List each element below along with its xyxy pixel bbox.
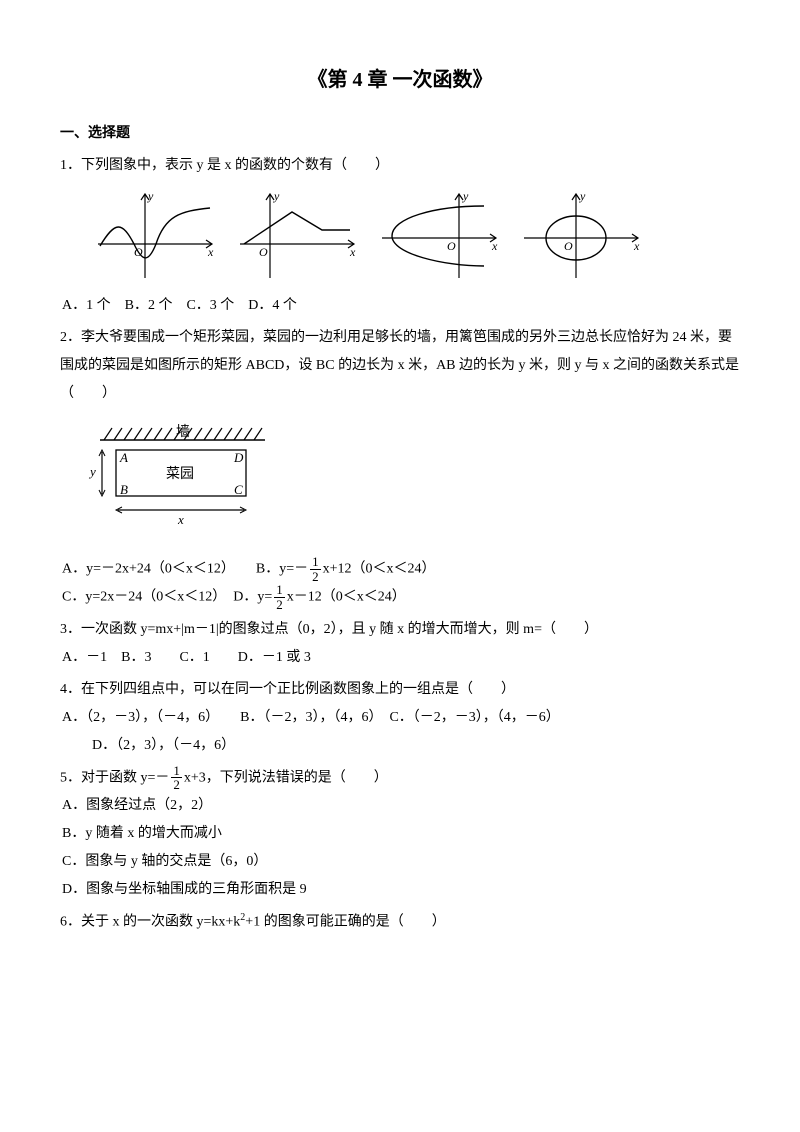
q4-options-line1: A．（2，－3），（－4，6） B．（－2，3），（4，6） C．（－2，－3）… [62,704,740,732]
svg-text:墙: 墙 [176,424,190,440]
fraction-half: 12 [171,764,182,792]
svg-text:D: D [233,450,244,465]
fraction-half: 12 [310,555,321,583]
origin-label: O [134,245,143,259]
question-5: 5．对于函数 y=－12x+3，下列说法错误的是（ ） [60,764,740,792]
svg-text:y: y [88,464,96,479]
question-2: 2．李大爷要围成一个矩形菜园，菜园的一边利用足够长的墙，用篱笆围成的另外三边总长… [60,324,740,408]
svg-text:x: x [491,239,498,253]
svg-text:x: x [633,239,640,253]
svg-text:B: B [120,482,128,497]
svg-text:O: O [259,245,268,259]
svg-text:y: y [462,189,469,203]
graph-4: y x O [516,186,646,286]
fraction-half: 12 [274,583,285,611]
question-4: 4．在下列四组点中，可以在同一个正比例函数图象上的一组点是（ ） [60,676,740,704]
q2-options-ab: A．y=－2x+24（0＜x＜12） B．y=－12x+12（0＜x＜24） [62,555,740,583]
svg-text:A: A [119,450,128,465]
page-title: 《第 4 章 一次函数》 [60,60,740,100]
graph-2: y x O [232,186,362,286]
svg-text:C: C [234,482,243,497]
q5-option-d: D．图象与坐标轴围成的三角形面积是 9 [62,876,740,904]
q3-options: A．－1 B．3 C．1 D．－1 或 3 [62,644,740,672]
svg-text:x: x [177,512,184,527]
q2-figure: 墙 A D B C 菜园 y x [80,416,740,547]
graph-1: y x O [90,186,220,286]
axis-y-label: y [147,189,154,203]
graph-3: y x O [374,186,504,286]
svg-text:x: x [349,245,356,259]
svg-text:O: O [447,239,456,253]
q5-option-c: C．图象与 y 轴的交点是（6，0） [62,848,740,876]
svg-text:y: y [579,189,586,203]
q5-option-b: B．y 随着 x 的增大而减小 [62,820,740,848]
question-3: 3．一次函数 y=mx+|m－1|的图象过点（0，2），且 y 随 x 的增大而… [60,616,740,644]
axis-x-label: x [207,245,214,259]
svg-text:O: O [564,239,573,253]
svg-text:菜园: 菜园 [166,466,194,482]
question-1: 1．下列图象中，表示 y 是 x 的函数的个数有（ ） [60,152,740,180]
q1-graphs: y x O y x O y x O [90,186,740,286]
q4-options-line2: D．（2，3），（－4，6） [92,732,740,760]
q2-options-cd: C．y=2x－24（0＜x＜12） D．y=12x－12（0＜x＜24） [62,583,740,611]
q1-options: A．1 个 B．2 个 C．3 个 D．4 个 [62,292,740,320]
svg-text:y: y [273,189,280,203]
section-heading: 一、选择题 [60,120,740,148]
question-6: 6．关于 x 的一次函数 y=kx+k2+1 的图象可能正确的是（ ） [60,908,740,937]
q5-option-a: A．图象经过点（2，2） [62,792,740,820]
